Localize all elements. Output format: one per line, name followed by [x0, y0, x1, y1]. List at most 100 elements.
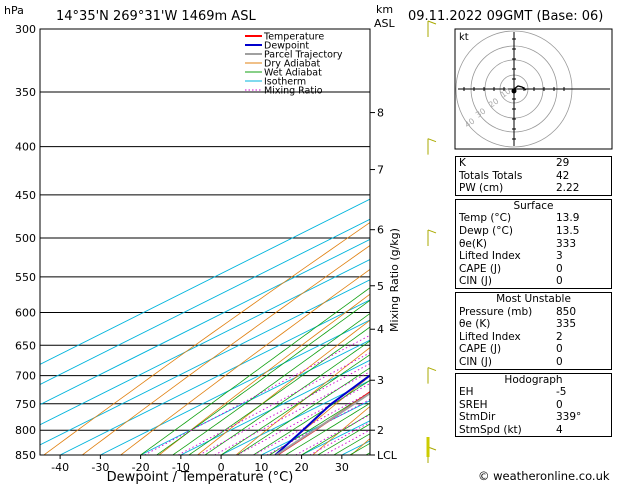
- pressure-tick-label: 400: [15, 141, 36, 154]
- hodo-value: 4: [556, 423, 563, 436]
- dry-adiabat: [274, 375, 370, 455]
- legend-label: Parcel Trajectory: [264, 50, 343, 61]
- wind-barb-flag: [427, 229, 437, 234]
- dry-adiabat: [235, 347, 370, 455]
- mu-value: 0: [556, 343, 563, 356]
- mu-label: θe (K): [459, 318, 491, 331]
- wind-barb-flag: [427, 20, 437, 25]
- moist-adiabat: [172, 312, 370, 455]
- mixing-ratio-label: 2: [443, 303, 448, 312]
- hodo-label: StmSpd (kt): [459, 423, 522, 436]
- legend-label: Wet Adiabat: [264, 68, 322, 79]
- dry-adiabat: [120, 268, 370, 455]
- hodo-label: StmDir: [459, 411, 496, 424]
- temp-tick-label: 10: [254, 461, 268, 474]
- mixing-ratio-line: [144, 334, 370, 455]
- location-title: 14°35'N 269°31'W 1469m ASL: [56, 9, 256, 24]
- dewpoint-line: [274, 374, 370, 455]
- moist-adiabat: [188, 326, 370, 455]
- hodo-label: EH: [459, 386, 474, 399]
- plot-frame: [39, 28, 371, 456]
- pressure-axis-label: hPa: [4, 4, 24, 17]
- dry-adiabat: [312, 405, 370, 455]
- temp-tick-label: -10: [172, 461, 190, 474]
- legend-label: Dry Adiabat: [264, 59, 321, 70]
- dry-adiabat: [43, 222, 370, 455]
- km-tick-label: 4: [377, 323, 384, 336]
- surface-table: Surface Temp (°C) 13.9 Dewp (°C) 13.5 θe(K…: [455, 198, 612, 289]
- moist-adiabat: [204, 340, 370, 455]
- km-label: km: [376, 3, 393, 16]
- isotherm-line: [40, 279, 370, 446]
- legend-label: Mixing Ratio: [264, 86, 323, 97]
- date-title: 09.11.2022 09GMT (Base: 06): [408, 9, 603, 24]
- km-tick-label: LCL: [377, 449, 398, 462]
- wind-barb-flag: [427, 367, 437, 372]
- parcel-trajectory-line: [275, 392, 370, 455]
- pressure-tick-label: 650: [15, 339, 36, 352]
- surface-label: Temp (°C): [459, 212, 512, 225]
- pressure-tick-label: 550: [15, 271, 36, 284]
- indices-table: K 29 Totals Totals 42 PW (cm) 2.22: [455, 156, 612, 196]
- isotherm-line: [40, 198, 370, 365]
- isotherm-line: [100, 319, 370, 455]
- pressure-tick-label: 850: [15, 449, 36, 462]
- hodo-value: 339°: [556, 411, 582, 424]
- hodo-value: -5: [556, 386, 567, 399]
- most-unstable-title: Most Unstable: [496, 292, 571, 305]
- hodo-value: 0: [556, 398, 563, 411]
- indices-panel: K 29 Totals Totals 42 PW (cm) 2.22 Surface …: [455, 156, 612, 438]
- hodograph-unit-label: kt: [459, 32, 469, 43]
- credit-text: © weatheronline.co.uk: [478, 469, 610, 483]
- index-value: 2.22: [556, 182, 580, 195]
- isotherm-line: [40, 259, 370, 426]
- surface-label: Lifted Index: [459, 250, 521, 263]
- dry-adiabat: [620, 29, 629, 455]
- mixing-ratio-line: [214, 371, 370, 455]
- index-value: 42: [556, 169, 570, 182]
- surface-value: 13.9: [556, 212, 580, 225]
- surface-value: 333: [556, 237, 577, 250]
- temp-tick-label: 20: [295, 461, 309, 474]
- km-tick-label: 2: [377, 424, 384, 437]
- mu-value: 2: [556, 330, 563, 343]
- isotherm-line: [220, 379, 370, 455]
- isotherm-line: [59, 299, 370, 455]
- hodograph-trace: [513, 85, 527, 91]
- temp-tick-label: -30: [91, 461, 109, 474]
- surface-label: CAPE (J): [459, 262, 502, 275]
- dry-adiabat: [82, 244, 370, 455]
- mu-label: CAPE (J): [459, 343, 502, 356]
- pressure-tick-label: 300: [15, 23, 36, 36]
- isotherm-line: [140, 339, 370, 455]
- moist-adiabat: [285, 402, 370, 455]
- temp-tick-label: -40: [51, 461, 69, 474]
- mixing-ratio-label: 1: [410, 303, 415, 312]
- temp-axis-label: Dewpoint / Temperature (°C): [107, 470, 294, 485]
- temp-tick-label: -20: [132, 461, 150, 474]
- temp-tick-label: 0: [218, 461, 225, 474]
- isotherm-line: [40, 218, 370, 385]
- moist-adiabat: [156, 299, 370, 455]
- dry-adiabat: [158, 293, 370, 455]
- pressure-tick-label: 350: [15, 86, 36, 99]
- km-tick-label: 8: [377, 107, 384, 120]
- isotherm-line: [180, 359, 370, 455]
- surface-label: Dewp (°C): [459, 224, 513, 237]
- wind-barb-flag: [427, 138, 437, 143]
- pressure-tick-label: 450: [15, 189, 36, 202]
- index-value: 29: [556, 157, 570, 169]
- moist-adiabat: [140, 287, 370, 455]
- hodo-label: SREH: [459, 398, 488, 411]
- pressure-tick-label: 800: [15, 424, 36, 437]
- km-tick-label: 6: [377, 224, 384, 237]
- index-label: K: [459, 157, 466, 169]
- index-label: PW (cm): [459, 182, 504, 195]
- km-tick-label: 7: [377, 164, 384, 177]
- surface-value: 3: [556, 250, 563, 263]
- most-unstable-table: Most Unstable Pressure (mb) 850 θe (K) 335…: [455, 291, 612, 370]
- index-label: Totals Totals: [459, 169, 523, 182]
- surface-title: Surface: [513, 199, 554, 212]
- storm-motion-marker: [511, 88, 517, 94]
